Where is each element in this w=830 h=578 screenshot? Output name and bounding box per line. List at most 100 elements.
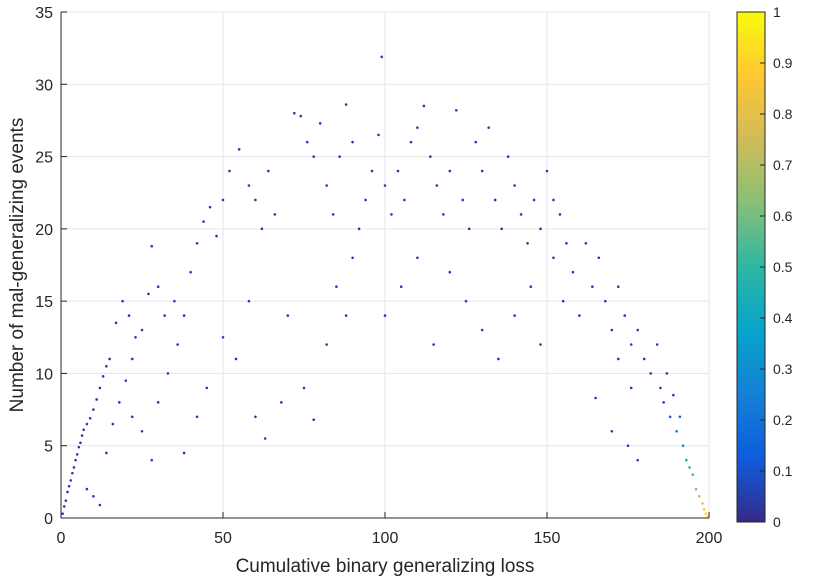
scatter-point: [202, 220, 205, 223]
scatter-point: [312, 155, 316, 158]
scatter-point: [584, 242, 588, 245]
scatter-point: [338, 155, 341, 158]
scatter-point: [234, 357, 238, 361]
scatter-point: [221, 198, 225, 202]
scatter-point: [77, 445, 81, 449]
scatter-point: [114, 321, 118, 325]
scatter-point: [685, 458, 688, 462]
scatter-point: [228, 169, 231, 173]
scatter-point: [292, 111, 296, 115]
scatter-point: [121, 299, 124, 303]
scatter-point: [561, 299, 565, 303]
scatter-point: [403, 198, 406, 202]
scatter-point: [156, 401, 160, 404]
colorbar: 0 0.1 0.2 0.3 0.4 0.5 0.6 0.7 0.8 0.9 1: [736, 4, 793, 530]
y-tick-label: 20: [35, 222, 53, 239]
scatter-point: [383, 184, 387, 187]
scatter-point: [273, 213, 277, 216]
scatter-point: [74, 458, 77, 462]
x-tick-label: 150: [534, 530, 561, 547]
colorbar-tick-label: 0.6: [773, 208, 793, 224]
scatter-point: [127, 314, 131, 317]
colorbar-tick-label: 1: [773, 4, 781, 20]
scatter-point: [80, 434, 84, 437]
scatter-point: [263, 437, 267, 440]
scatter-point: [396, 169, 400, 173]
scatter-point: [662, 401, 665, 404]
scatter-point: [312, 418, 316, 421]
scatter-point: [79, 441, 82, 445]
scatter-point: [215, 234, 218, 238]
colorbar-tick-label: 0: [773, 514, 781, 530]
scatter-point: [526, 242, 529, 245]
scatter-point: [380, 55, 384, 59]
y-tick-label: 0: [44, 511, 53, 528]
scatter-point: [176, 343, 179, 346]
scatter-point: [344, 103, 348, 106]
x-axis-title: Cumulative binary generalizing loss: [236, 556, 535, 577]
colorbar-tick-label: 0.5: [773, 259, 793, 275]
grid-lines: [60, 11, 710, 519]
scatter-point: [487, 126, 490, 129]
scatter-point: [672, 393, 675, 397]
scatter-point: [82, 428, 85, 432]
scatter-point: [706, 515, 709, 518]
scatter-point: [108, 357, 111, 361]
scatter-point: [62, 505, 66, 508]
y-tick-label: 10: [35, 366, 53, 383]
scatter-point: [351, 256, 354, 260]
scatter-point: [545, 169, 549, 173]
scatter-point: [399, 285, 403, 288]
scatter-point: [280, 401, 283, 404]
scatter-point: [642, 357, 646, 361]
scatter-point: [98, 503, 102, 507]
scatter-point: [85, 487, 89, 491]
scatter-point: [464, 299, 468, 303]
scatter-point: [429, 155, 432, 158]
scatter-point: [101, 375, 105, 378]
scatter-point: [610, 429, 614, 433]
scatter-point: [532, 198, 536, 202]
scatter-point: [237, 148, 241, 151]
scatter-point: [636, 328, 640, 332]
scatter-point: [539, 343, 542, 346]
scatter-point: [195, 242, 199, 245]
scatter-point: [182, 451, 186, 455]
scatter-point: [173, 299, 176, 303]
scatter-point: [61, 512, 64, 515]
scatter-point: [691, 473, 695, 476]
scatter-point: [150, 244, 154, 248]
scatter-point: [140, 429, 144, 433]
scatter-point: [659, 386, 662, 390]
scatter-point: [474, 140, 478, 144]
scatter-point: [704, 512, 708, 515]
y-tick-label: 15: [35, 294, 53, 311]
scatter-point: [529, 285, 533, 288]
scatter-point: [493, 198, 497, 202]
scatter-point: [95, 398, 98, 401]
scatter-point: [616, 357, 620, 361]
scatter-point: [655, 343, 659, 346]
scatter-point: [610, 328, 614, 332]
scatter-point: [416, 256, 419, 260]
scatter-point: [571, 270, 575, 274]
scatter-point: [98, 386, 102, 390]
scatter-point: [72, 466, 76, 469]
scatter-point: [558, 213, 562, 216]
scatter-point: [513, 184, 516, 187]
scatter-point: [69, 479, 73, 482]
scatter-point: [130, 415, 134, 419]
scatter-point: [118, 401, 121, 404]
scatter-point: [480, 169, 484, 173]
scatter-point: [591, 285, 594, 288]
scatter-point: [357, 227, 361, 231]
scatter-point: [344, 314, 348, 317]
scatter-point: [124, 379, 128, 382]
scatter-point: [626, 444, 630, 448]
scatter-point: [694, 487, 698, 491]
scatter-point: [247, 299, 251, 303]
scatter-point: [594, 396, 597, 400]
y-tick-label: 5: [44, 439, 53, 456]
x-axis-labels: 0 50 100 150 200: [57, 530, 723, 547]
scatter-point: [629, 386, 633, 390]
